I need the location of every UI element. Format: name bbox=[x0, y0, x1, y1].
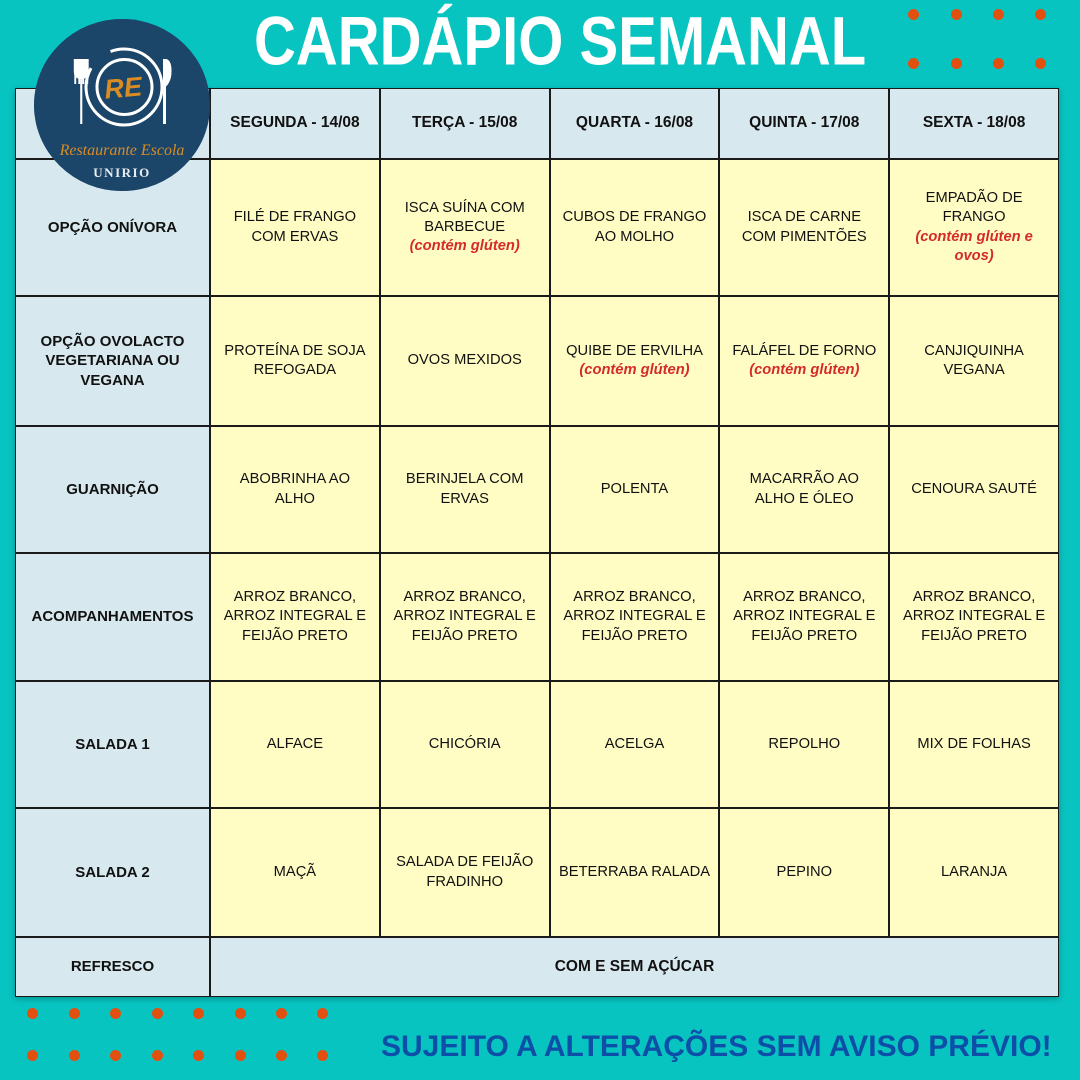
svg-text:RE: RE bbox=[103, 71, 144, 104]
